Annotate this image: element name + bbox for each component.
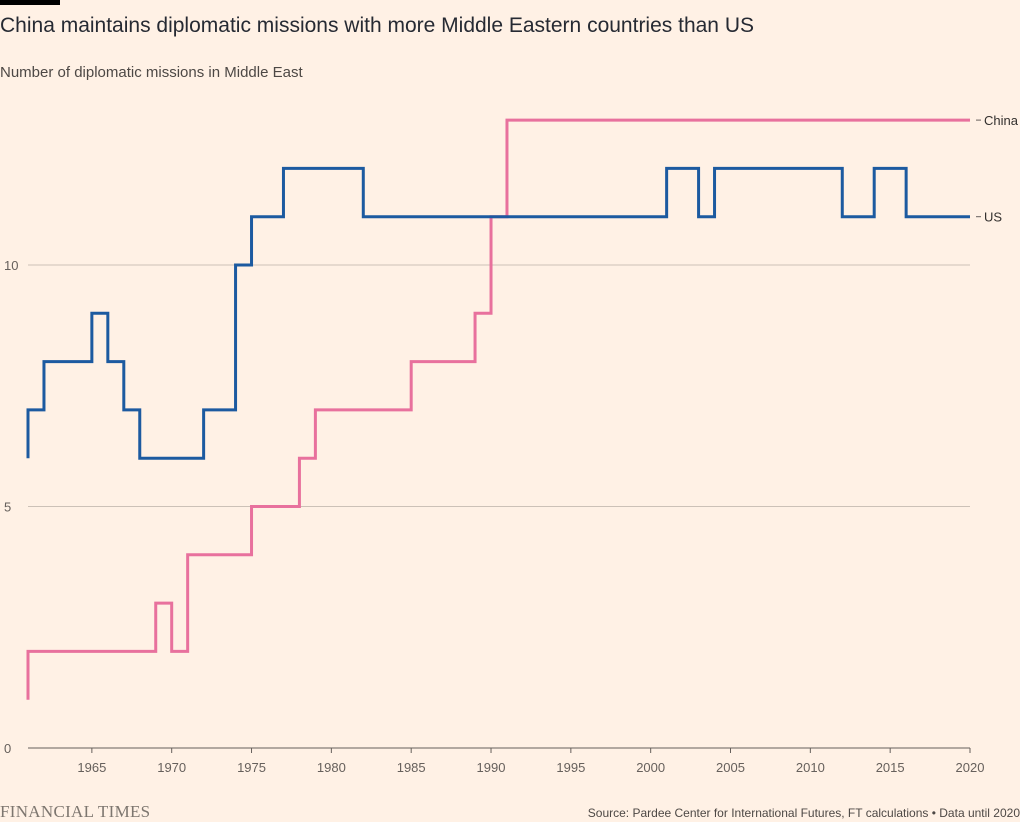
x-tick-label: 1970 [157, 760, 186, 775]
x-tick-label: 1985 [397, 760, 426, 775]
diplomatic-missions-chart: 0 5 10 1965 1970 1975 1980 1985 1990 1995 2000 2005… [4, 113, 1019, 775]
x-tick-label: 2020 [956, 760, 985, 775]
y-tick-label: 10 [4, 258, 18, 273]
x-tick-label: 2015 [876, 760, 905, 775]
x-tick-label: 1980 [317, 760, 346, 775]
y-tick-label: 5 [4, 500, 11, 515]
x-tick-label: 2005 [716, 760, 745, 775]
x-tick-label: 1975 [237, 760, 266, 775]
series-line-us [26, 166, 970, 460]
x-tick-label: 1965 [77, 760, 106, 775]
ft-top-bar [0, 0, 60, 5]
ft-brand-logo: FINANCIAL TIMES [0, 802, 151, 821]
chart-title: China maintains diplomatic missions with… [0, 14, 754, 37]
x-tick-label: 2000 [636, 760, 665, 775]
y-tick-label: 0 [4, 741, 11, 756]
x-tick-label: 2010 [796, 760, 825, 775]
series-label-us: US [984, 210, 1002, 225]
series-label-china: China [984, 113, 1019, 128]
series-line-china [26, 118, 970, 700]
x-tick-label: 1995 [556, 760, 585, 775]
x-tick-label: 1990 [477, 760, 506, 775]
source-note: Source: Pardee Center for International … [587, 806, 1020, 820]
chart-subtitle: Number of diplomatic missions in Middle … [0, 64, 303, 81]
